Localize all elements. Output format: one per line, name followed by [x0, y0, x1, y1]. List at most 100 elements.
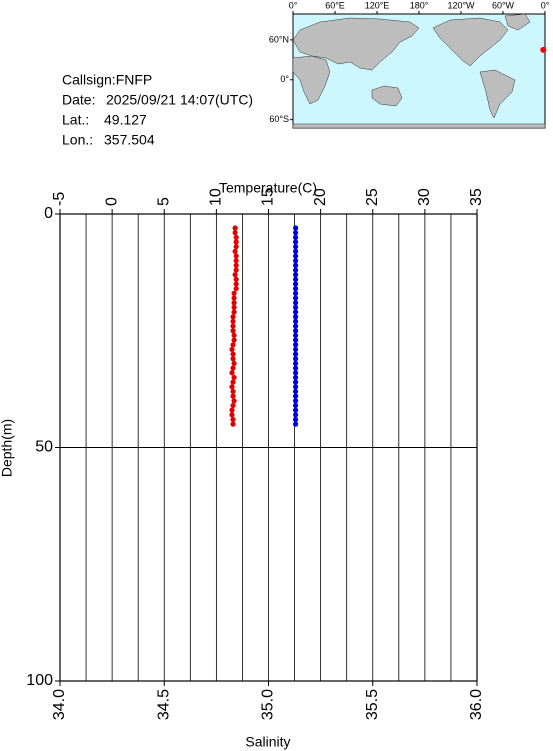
- point: [233, 267, 239, 273]
- point: [231, 304, 237, 310]
- point: [293, 407, 299, 413]
- point: [231, 374, 237, 381]
- point: [231, 360, 237, 367]
- point: [230, 421, 236, 427]
- point: [230, 402, 236, 409]
- x-tick-label: 25: [364, 188, 381, 206]
- date-label: Date:: [62, 92, 95, 108]
- point: [293, 416, 299, 423]
- lon-value: 357.504: [104, 132, 155, 148]
- point: [293, 342, 299, 348]
- x-tick-label: 30: [416, 188, 433, 206]
- point: [293, 365, 299, 371]
- point: [233, 239, 239, 245]
- x-tick-label: 35: [468, 188, 485, 206]
- point: [229, 384, 235, 390]
- x-tick-label: 5: [155, 197, 172, 206]
- point: [229, 412, 235, 418]
- y-tick-label: 100: [26, 672, 53, 689]
- point: [293, 379, 299, 385]
- point: [293, 272, 299, 278]
- point: [231, 300, 237, 306]
- point: [230, 318, 236, 325]
- point: [232, 225, 238, 231]
- y-tick-label: 0: [44, 205, 53, 222]
- point: [231, 295, 237, 301]
- point: [232, 272, 238, 278]
- date-value: 2025/09/21 14:07(UTC): [106, 92, 253, 108]
- x2-tick-label: 34.0: [51, 689, 68, 720]
- point: [230, 365, 236, 371]
- point: [231, 337, 237, 343]
- point: [293, 286, 299, 292]
- point: [293, 388, 299, 395]
- x2-tick-label: 36.0: [468, 689, 485, 720]
- point: [231, 332, 237, 339]
- point: [230, 416, 236, 423]
- point: [293, 253, 299, 259]
- x-axis-title: Temperature(C): [219, 180, 317, 196]
- callsign: Callsign:FNFP: [62, 72, 152, 88]
- point: [293, 244, 299, 250]
- point: [293, 225, 299, 231]
- point: [232, 248, 238, 254]
- map-x-tick-label: 60°W: [492, 0, 515, 10]
- point: [293, 402, 299, 409]
- point: [293, 239, 299, 245]
- point: [230, 393, 236, 399]
- point: [233, 286, 239, 292]
- point: [293, 258, 299, 264]
- point: [293, 262, 299, 268]
- point: [293, 384, 299, 390]
- point: [233, 258, 239, 264]
- point: [231, 309, 237, 315]
- point: [233, 234, 239, 240]
- point: [293, 332, 299, 339]
- x-tick-label: 15: [260, 188, 277, 206]
- point: [293, 328, 299, 334]
- y-tick-label: 50: [35, 439, 53, 456]
- point: [293, 370, 299, 376]
- point: [293, 398, 299, 404]
- point: [293, 267, 299, 273]
- map-y-tick-label: 0°: [280, 74, 289, 84]
- point: [293, 393, 299, 399]
- point: [293, 351, 299, 357]
- x2-tick-label: 35.0: [260, 689, 277, 720]
- point: [293, 248, 299, 254]
- point: [229, 370, 235, 376]
- point: [233, 253, 239, 259]
- x-tick-label: 20: [312, 188, 329, 206]
- point: [293, 318, 299, 325]
- map-x-tick-label: 180°: [410, 0, 429, 10]
- point: [233, 244, 239, 250]
- point: [293, 360, 299, 367]
- point: [293, 300, 299, 306]
- point: [293, 281, 299, 287]
- point: [293, 304, 299, 310]
- point: [231, 290, 237, 296]
- point: [293, 337, 299, 343]
- point: [293, 421, 299, 427]
- y-axis-title: Depth(m): [0, 419, 15, 477]
- map-y-tick-label: 60°N: [269, 34, 289, 44]
- point: [293, 314, 299, 320]
- point: [293, 323, 299, 329]
- x-tick-label: -5: [51, 192, 68, 206]
- point: [293, 374, 299, 381]
- point: [293, 356, 299, 362]
- point: [230, 314, 236, 320]
- lon-label: Lon.:: [62, 132, 93, 148]
- map-x-tick-label: 60°E: [325, 0, 345, 10]
- x2-axis-title: Salinity: [245, 734, 290, 750]
- point: [293, 234, 299, 240]
- x2-tick-label: 34.5: [155, 689, 172, 720]
- point: [293, 309, 299, 315]
- map-y-tick-label: 60°S: [269, 114, 289, 124]
- point: [293, 276, 299, 282]
- point: [229, 346, 235, 353]
- point: [293, 412, 299, 418]
- map-land: [292, 13, 546, 129]
- point: [230, 388, 236, 395]
